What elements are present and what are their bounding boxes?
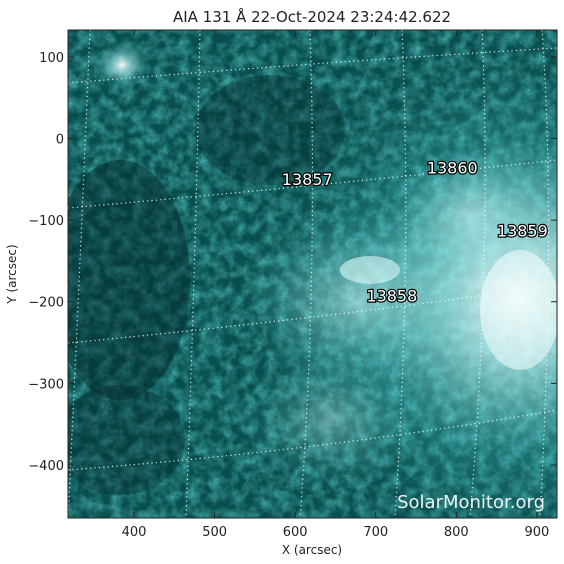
- y-tick-label: −400: [28, 459, 64, 474]
- y-axis: 100 0 −100 −200 −300 −400: [28, 51, 557, 474]
- region-label-13857: 13857: [282, 170, 333, 189]
- y-tick-label: −200: [28, 296, 64, 311]
- x-tick-label: 800: [444, 525, 469, 540]
- y-tick-label: 100: [39, 51, 64, 66]
- x-tick-label: 900: [524, 525, 549, 540]
- region-label-13859: 13859: [497, 221, 548, 240]
- solar-image: 13857 13860 13859 13858 SolarMonitor.org: [68, 30, 557, 518]
- plot-frame: [67, 29, 558, 519]
- y-tick-label: −300: [28, 377, 64, 392]
- image-title: AIA 131 Å 22-Oct-2024 23:24:42.622: [173, 7, 451, 26]
- y-tick-label: −100: [28, 214, 64, 229]
- y-axis-label: Y (arcsec): [5, 244, 19, 304]
- watermark: SolarMonitor.org: [397, 492, 545, 513]
- region-label-13858: 13858: [366, 287, 417, 306]
- x-axis: 400 500 600 700 800 900: [122, 30, 549, 540]
- x-tick-label: 500: [202, 525, 227, 540]
- active-region-labels: 13857 13860 13859 13858: [281, 157, 549, 307]
- x-axis-label: X (arcsec): [282, 543, 342, 557]
- x-tick-label: 700: [363, 525, 388, 540]
- region-label-13860: 13860: [427, 159, 478, 178]
- y-tick-label: 0: [56, 133, 64, 148]
- x-tick-label: 400: [122, 525, 147, 540]
- coordinate-grid: [68, 30, 557, 518]
- x-tick-label: 600: [283, 525, 308, 540]
